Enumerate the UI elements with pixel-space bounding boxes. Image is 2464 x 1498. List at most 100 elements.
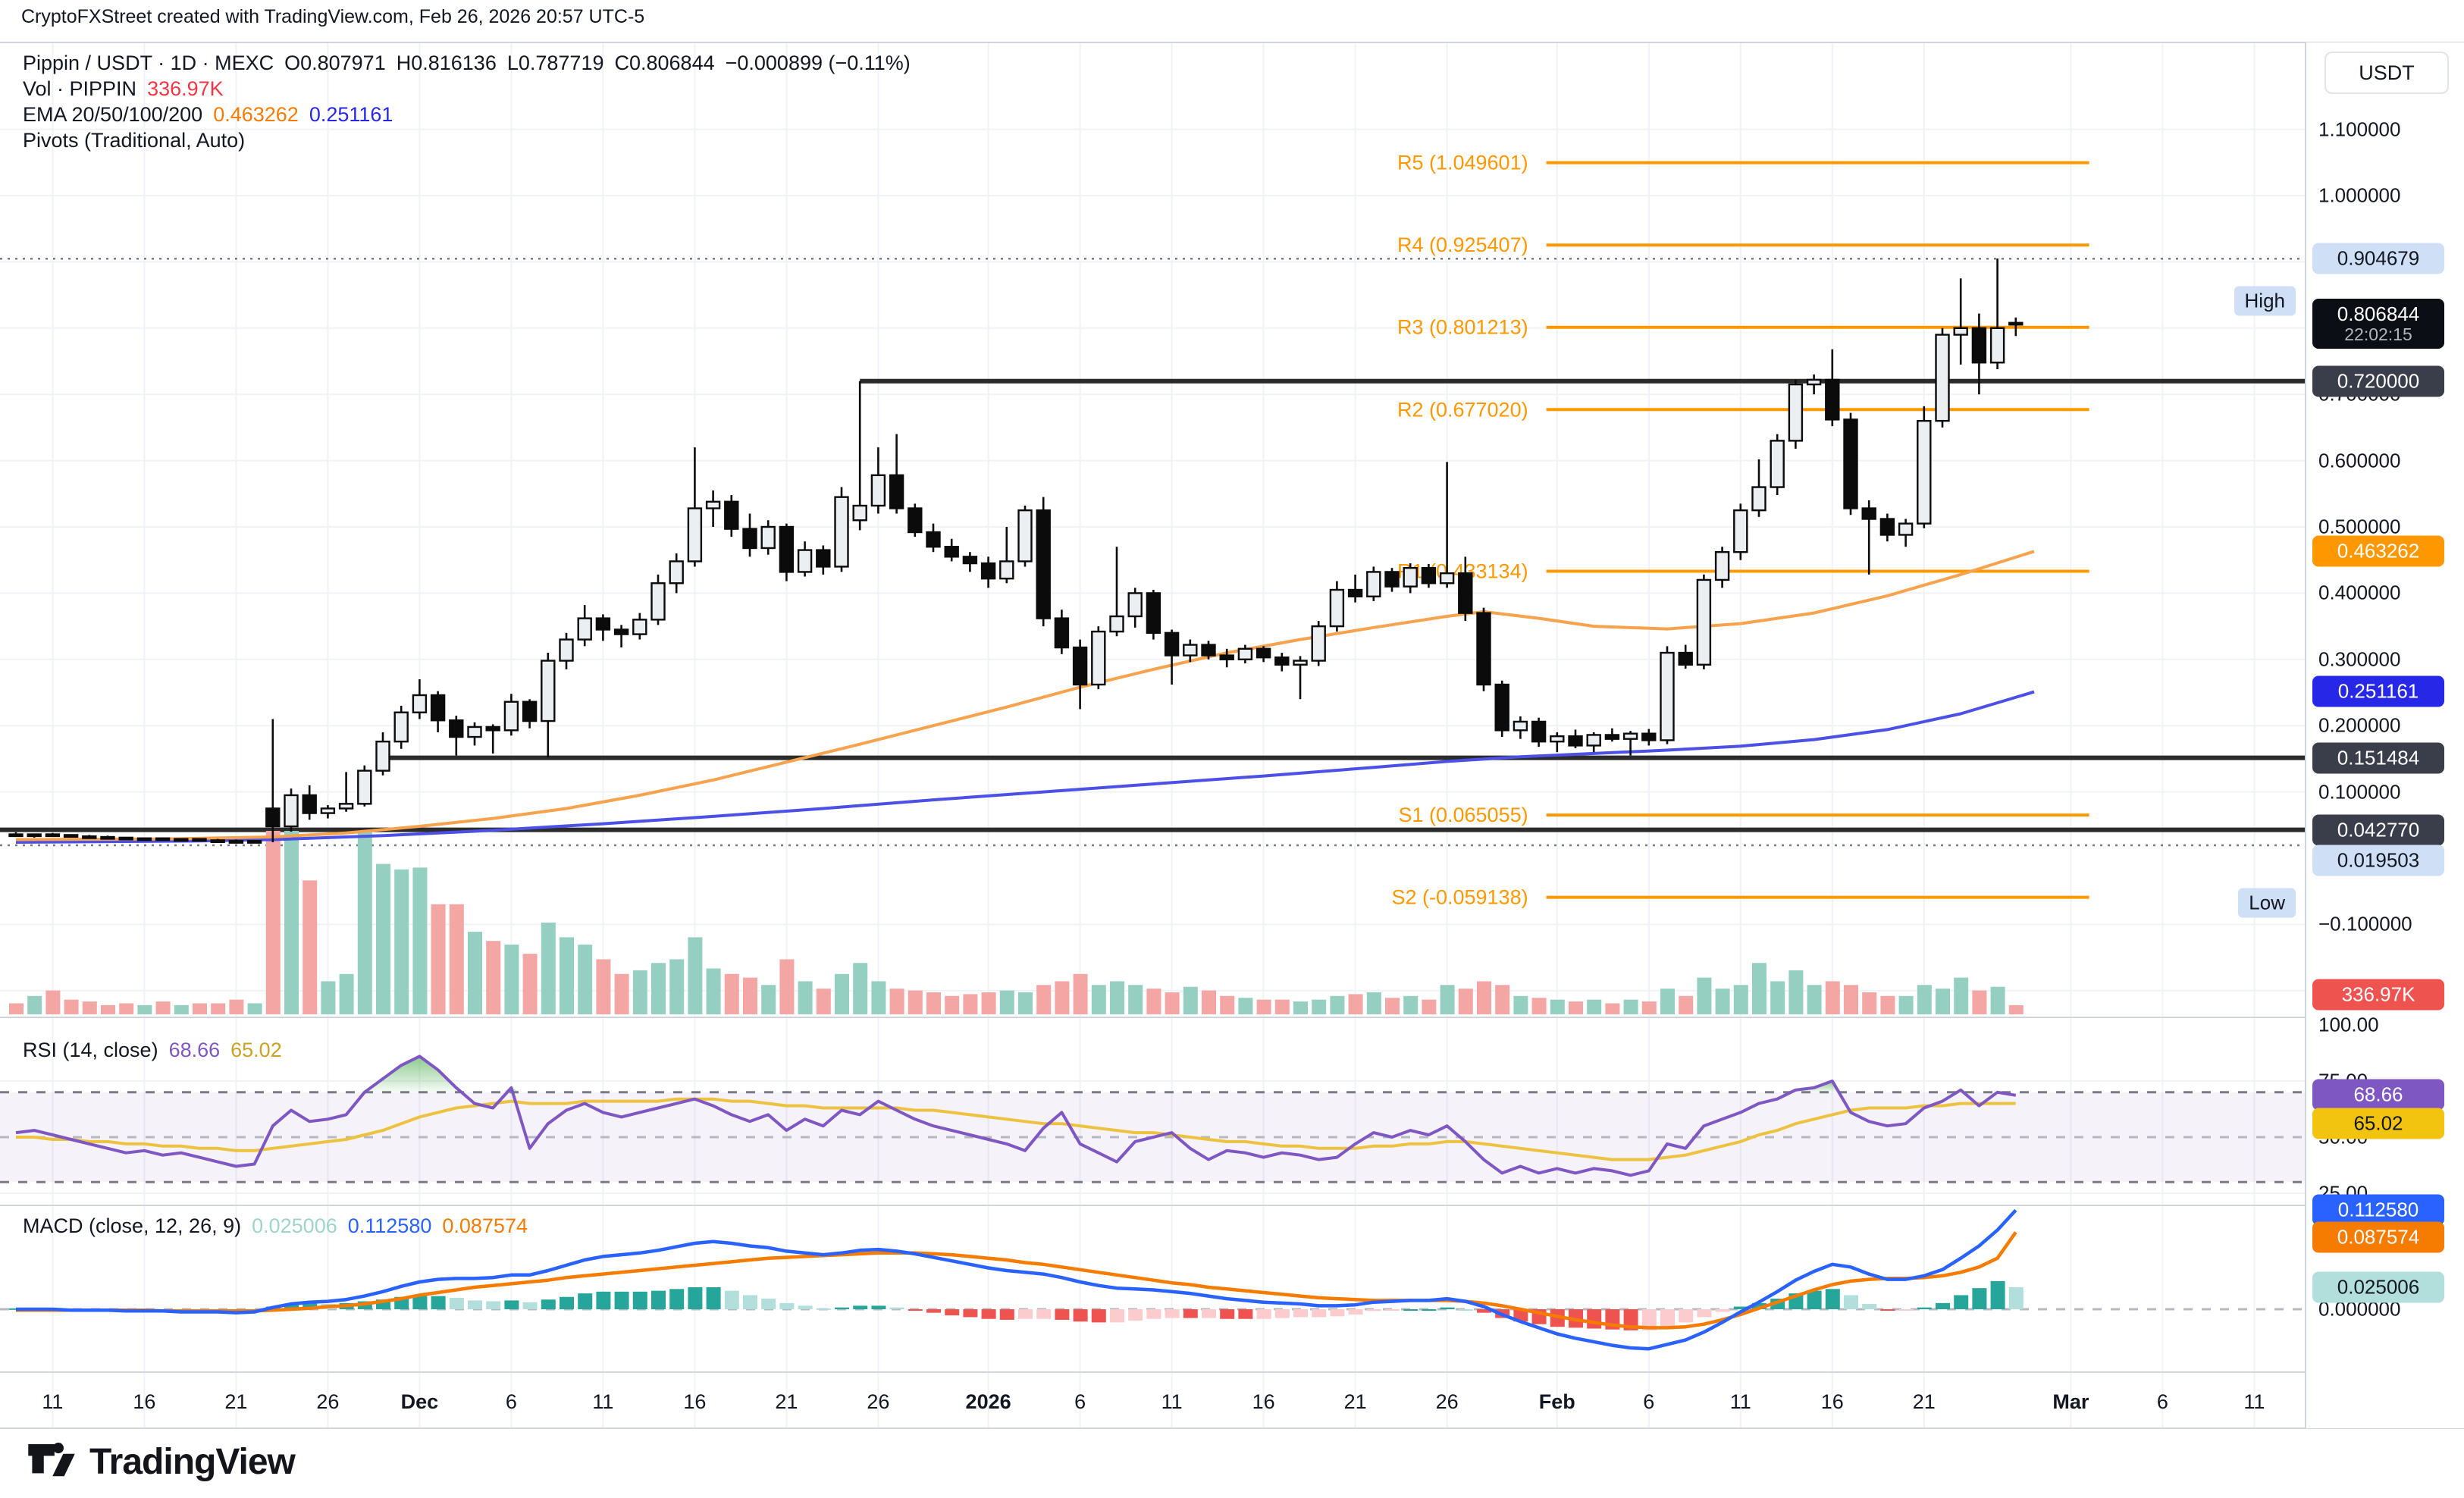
volume-bar	[376, 863, 390, 1014]
macd-histogram-bar	[1293, 1309, 1308, 1318]
time-axis-label[interactable]: 26	[867, 1390, 889, 1413]
macd-histogram-bar	[1990, 1280, 2005, 1309]
volume-bar	[1274, 999, 1290, 1014]
macd-histogram-bar	[1330, 1309, 1345, 1317]
macd-badge: 0.087574	[2312, 1221, 2444, 1253]
time-axis-label[interactable]: 21	[1344, 1390, 1367, 1413]
time-axis-label[interactable]: 11	[1730, 1390, 1751, 1413]
volume-bar	[981, 992, 996, 1014]
time-axis-label[interactable]: 11	[1161, 1390, 1183, 1413]
volume-bar	[669, 959, 685, 1014]
time-axis-label[interactable]: 11	[2243, 1390, 2265, 1413]
candle-body	[1513, 720, 1528, 732]
legend-symbol-row[interactable]: Pippin / USDT · 1D · MEXC O0.807971 H0.816…	[23, 50, 921, 76]
macd-histogram-bar	[1110, 1309, 1124, 1323]
candle-body	[908, 507, 923, 534]
time-axis-label[interactable]: 26	[1436, 1390, 1459, 1413]
candle-body	[1917, 419, 1932, 525]
macd-histogram-bar	[1036, 1309, 1052, 1319]
time-axis-label[interactable]: Mar	[2052, 1390, 2089, 1413]
macd-legend[interactable]: MACD (close, 12, 26, 9) 0.025006 0.112580 0…	[23, 1213, 538, 1239]
candle-body	[302, 794, 317, 814]
legend-volume-row[interactable]: Vol · PIPPIN 336.97K	[23, 76, 921, 102]
candle-body	[320, 807, 336, 814]
macd-histogram-bar	[522, 1302, 538, 1309]
time-axis-label[interactable]: 16	[1252, 1390, 1275, 1413]
volume-bar	[1495, 985, 1510, 1014]
macd-histogram-bar	[926, 1309, 941, 1313]
volume-bar	[522, 954, 538, 1014]
time-axis-label[interactable]: 11	[592, 1390, 613, 1413]
time-axis-label[interactable]: 11	[42, 1390, 63, 1413]
candle-body	[1146, 592, 1161, 635]
price-badge: 0.019503	[2312, 845, 2444, 876]
volume-bar	[1844, 985, 1858, 1014]
macd-histogram-bar	[1202, 1309, 1216, 1318]
time-axis-label[interactable]: 6	[1074, 1390, 1086, 1413]
volume-bar	[908, 990, 923, 1014]
candle-body	[1733, 509, 1748, 553]
time-axis-label[interactable]: 16	[1821, 1390, 1844, 1413]
candle-body	[1770, 440, 1785, 488]
rsi-value: 68.66	[168, 1039, 221, 1061]
macd-histogram-bar	[614, 1291, 629, 1309]
currency-toggle-button[interactable]: USDT	[2324, 52, 2449, 94]
candle-body	[136, 837, 152, 841]
time-axis-label[interactable]: 21	[775, 1390, 798, 1413]
time-axis-label[interactable]: 6	[506, 1390, 517, 1413]
candle-body	[650, 582, 666, 621]
tradingview-logo[interactable]: TradingView	[27, 1437, 296, 1486]
time-axis-label[interactable]: 6	[2157, 1390, 2168, 1413]
time-axis-label[interactable]: 16	[133, 1390, 155, 1413]
macd-histogram-bar	[578, 1293, 593, 1309]
candle-body	[1622, 732, 1638, 740]
time-axis-label[interactable]: 21	[1913, 1390, 1936, 1413]
price-axis[interactable]: USDT 1.1000001.0000000.7000000.6000000.5…	[2234, 42, 2464, 1428]
macd-histogram-bar	[779, 1302, 795, 1309]
volume-bar	[394, 869, 409, 1014]
candle-body	[687, 507, 703, 563]
volume-bar	[1862, 992, 1877, 1014]
candle-body	[449, 719, 464, 738]
legend-pivots-row[interactable]: Pivots (Traditional, Auto)	[23, 127, 921, 153]
volume-bar	[688, 937, 703, 1014]
time-axis-label[interactable]: Dec	[401, 1390, 439, 1413]
macd-histogram-bar	[1679, 1309, 1694, 1323]
volume-bar	[1513, 995, 1528, 1014]
time-axis-label[interactable]: 21	[224, 1390, 247, 1413]
candle-body	[816, 549, 831, 568]
macd-badge: 0.112580	[2312, 1194, 2444, 1226]
time-axis-label[interactable]: 16	[683, 1390, 706, 1413]
candle-body	[980, 562, 996, 580]
time-axis-label[interactable]: 26	[316, 1390, 339, 1413]
macd-histogram-bar	[889, 1307, 904, 1309]
legend-ema-row[interactable]: EMA 20/50/100/200 0.463262 0.251161	[23, 102, 921, 127]
macd-histogram-bar	[1807, 1290, 1822, 1309]
pivots-label: Pivots (Traditional, Auto)	[23, 129, 246, 152]
rsi-tick: 100.00	[2318, 1013, 2379, 1036]
candle-body	[503, 700, 519, 732]
time-axis-label[interactable]: 6	[1643, 1390, 1654, 1413]
candle-body	[265, 807, 281, 828]
ema-200-line	[15, 690, 2035, 844]
candle-body	[1898, 522, 1914, 536]
volume-bar	[486, 941, 501, 1014]
rsi-legend[interactable]: RSI (14, close) 68.66 65.02	[23, 1037, 293, 1063]
macd-histogram-bar	[1238, 1309, 1253, 1319]
volume-bar	[1018, 992, 1033, 1014]
volume-bar	[137, 1004, 152, 1014]
time-axis-label[interactable]: 2026	[966, 1390, 1011, 1413]
candle-body	[1072, 646, 1088, 686]
time-axis-label[interactable]: Feb	[1539, 1390, 1575, 1413]
macd-histogram-bar	[999, 1309, 1014, 1320]
macd-histogram-bar	[1587, 1309, 1602, 1329]
candle-body	[595, 617, 611, 631]
macd-histogram-bar	[1220, 1309, 1235, 1319]
candle-body	[1806, 378, 1822, 386]
candle-body	[357, 769, 372, 805]
candle-body	[1366, 571, 1381, 597]
candle-body	[1091, 630, 1106, 686]
candle-body	[889, 474, 904, 509]
